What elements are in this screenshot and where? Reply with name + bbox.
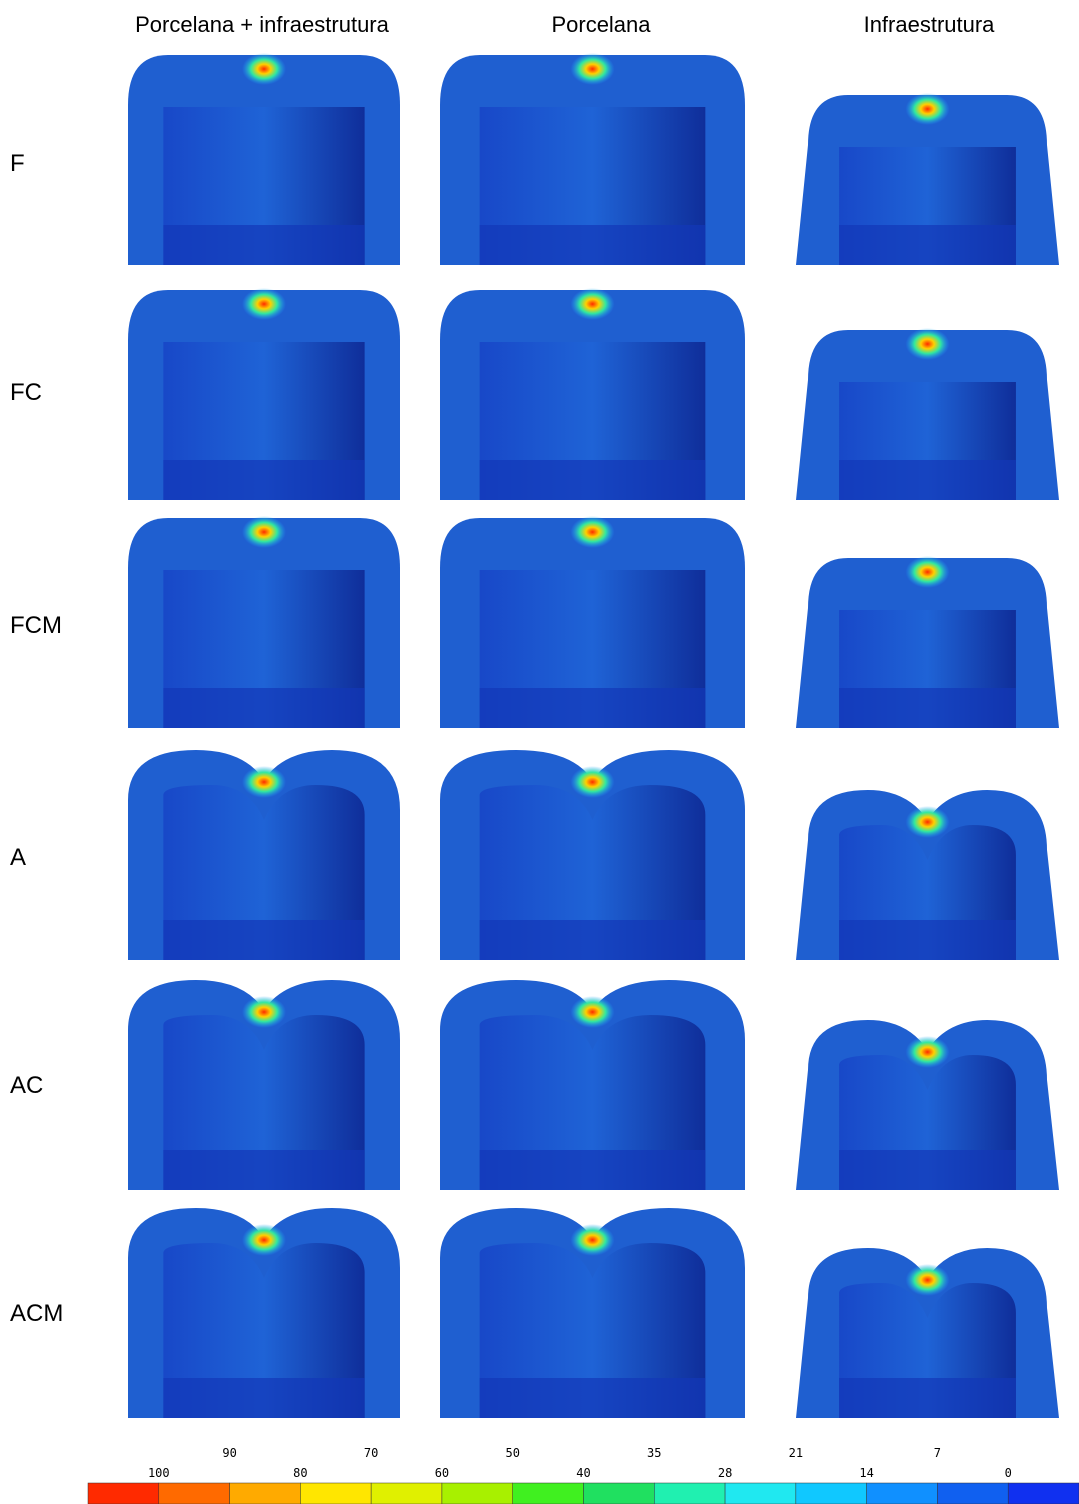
figure: Porcelana + infraestrutura Porcelana Infra… <box>0 0 1079 1504</box>
scale-swatch <box>88 1483 159 1504</box>
scale-swatch <box>584 1483 655 1504</box>
scale-swatch <box>867 1483 938 1504</box>
stress-spot <box>242 996 286 1028</box>
scale-label: 60 <box>435 1466 449 1480</box>
stress-spot <box>571 1224 615 1256</box>
stress-spot <box>242 53 286 85</box>
stress-spot <box>571 766 615 798</box>
cervical-band <box>839 1150 1016 1190</box>
scale-swatch <box>796 1483 867 1504</box>
cervical-band <box>480 688 706 728</box>
scale-label: 80 <box>293 1466 307 1480</box>
scale-label: 7 <box>934 1446 941 1460</box>
cervical-band <box>480 1378 706 1418</box>
cervical-band <box>163 1150 364 1190</box>
cervical-band <box>839 1378 1016 1418</box>
stress-spot <box>906 93 950 125</box>
cervical-band <box>163 1378 364 1418</box>
cervical-band <box>480 460 706 500</box>
column-header: Porcelana + infraestrutura <box>135 12 390 37</box>
cervical-band <box>839 460 1016 500</box>
row-label: FC <box>10 379 42 406</box>
row-label: F <box>10 150 25 177</box>
scale-label: 100 <box>148 1466 170 1480</box>
stress-spot <box>242 1224 286 1256</box>
column-header: Porcelana <box>551 12 651 37</box>
scale-label: 28 <box>718 1466 732 1480</box>
scale-swatch <box>1008 1483 1079 1504</box>
stress-spot <box>242 516 286 548</box>
scale-swatch <box>513 1483 584 1504</box>
cervical-band <box>163 225 364 265</box>
cervical-band <box>839 225 1016 265</box>
scale-swatch <box>300 1483 371 1504</box>
scale-swatch <box>937 1483 1008 1504</box>
stress-spot <box>242 288 286 320</box>
cervical-band <box>480 920 706 960</box>
cervical-band <box>480 1150 706 1190</box>
stress-spot <box>571 288 615 320</box>
scale-swatch <box>159 1483 230 1504</box>
stress-spot <box>242 766 286 798</box>
cervical-band <box>163 920 364 960</box>
row-label: AC <box>10 1072 43 1099</box>
cervical-band <box>163 460 364 500</box>
stress-spot <box>571 996 615 1028</box>
cervical-band <box>839 688 1016 728</box>
stress-spot <box>906 1036 950 1068</box>
scale-label: 14 <box>859 1466 873 1480</box>
scale-label: 40 <box>576 1466 590 1480</box>
scale-label: 35 <box>647 1446 661 1460</box>
stress-spot <box>906 328 950 360</box>
scale-swatch <box>442 1483 513 1504</box>
row-label: A <box>10 844 26 871</box>
row-label: ACM <box>10 1300 63 1327</box>
scale-swatch <box>371 1483 442 1504</box>
scale-swatch <box>654 1483 725 1504</box>
scale-label: 21 <box>789 1446 803 1460</box>
stress-spot <box>906 1264 950 1296</box>
stress-spot <box>906 806 950 838</box>
stress-spot <box>906 556 950 588</box>
scale-label: 90 <box>222 1446 236 1460</box>
scale-swatch <box>230 1483 301 1504</box>
stress-spot <box>571 516 615 548</box>
scale-label: 50 <box>505 1446 519 1460</box>
scale-swatch <box>725 1483 796 1504</box>
scale-label: 0 <box>1005 1466 1012 1480</box>
row-label: FCM <box>10 612 62 639</box>
stress-spot <box>571 53 615 85</box>
cervical-band <box>163 688 364 728</box>
cervical-band <box>480 225 706 265</box>
column-header: Infraestrutura <box>864 12 996 37</box>
cervical-band <box>839 920 1016 960</box>
scale-label: 70 <box>364 1446 378 1460</box>
